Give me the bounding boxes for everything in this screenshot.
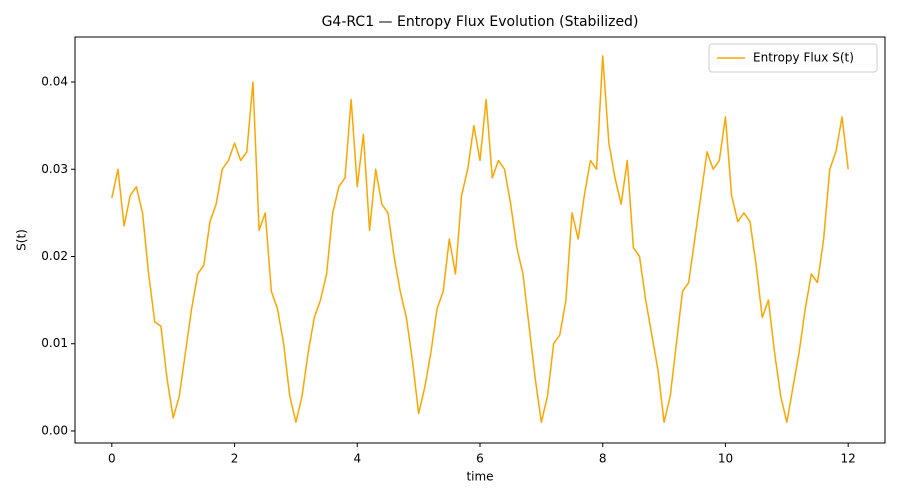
y-tick-label: 0.02 <box>41 249 68 263</box>
x-tick-label: 2 <box>231 452 239 466</box>
x-tick-label: 4 <box>353 452 361 466</box>
x-tick-label: 0 <box>108 452 116 466</box>
legend-label: Entropy Flux S(t) <box>753 51 854 65</box>
x-axis-label: time <box>466 470 493 484</box>
y-tick-label: 0.04 <box>41 75 68 89</box>
data-line <box>111 55 849 423</box>
y-axis-label: S(t) <box>15 229 29 251</box>
y-tick-label: 0.03 <box>41 162 68 176</box>
y-tick-label: 0.01 <box>41 336 68 350</box>
chart-title: G4-RC1 — Entropy Flux Evolution (Stabili… <box>322 14 639 30</box>
y-tick-label: 0.00 <box>41 423 68 437</box>
x-tick-label: 6 <box>476 452 484 466</box>
x-tick-label: 8 <box>599 452 607 466</box>
legend-box <box>708 43 878 73</box>
x-tick-label: 12 <box>841 452 856 466</box>
x-tick-label: 10 <box>718 452 733 466</box>
plot-frame <box>74 36 886 444</box>
